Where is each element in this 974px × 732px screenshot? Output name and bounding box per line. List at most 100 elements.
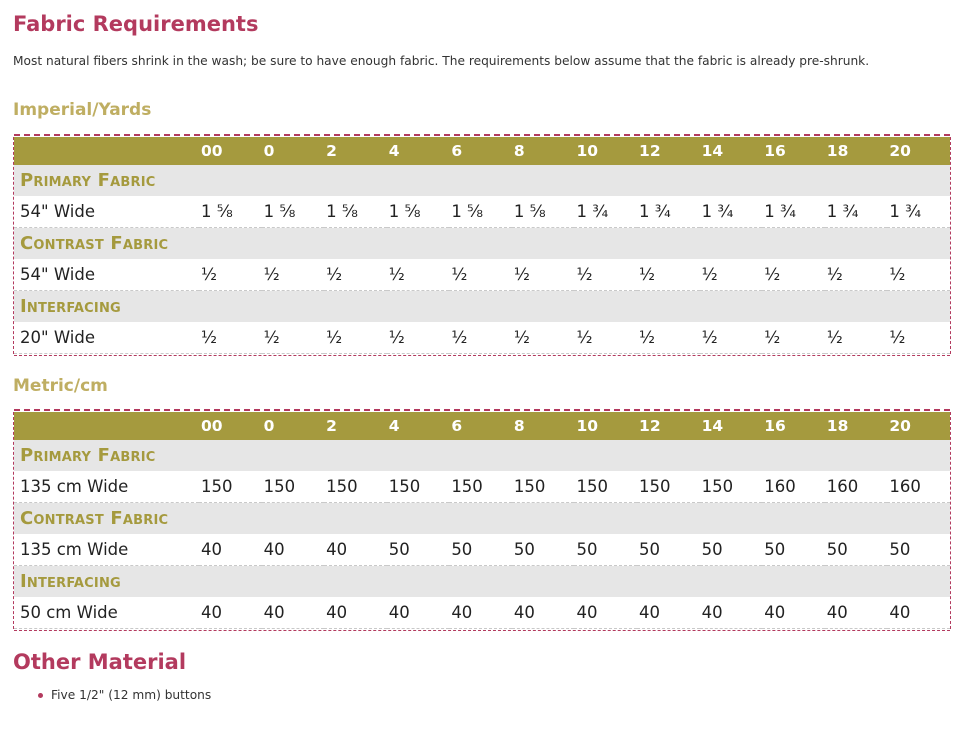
requirement-value: 50 [699,534,763,566]
requirement-value: 1 ⅝ [324,196,387,228]
requirement-value: 1 ⅝ [199,196,262,228]
fabric-width-label: 20" Wide [14,322,199,354]
requirement-value: 150 [637,471,700,503]
material-text: Five 1/2" (12 mm) buttons [51,688,212,702]
requirement-value: ½ [324,259,387,291]
requirement-value: ½ [449,322,512,354]
size-header: 12 [639,142,661,160]
size-header: 4 [388,142,400,160]
requirement-value: 50 [637,534,700,566]
requirement-value: 50 [574,534,638,566]
category-row: Interfacing [14,565,950,597]
requirement-value: 160 [762,471,825,503]
requirement-value: 40 [574,597,638,629]
size-header: 6 [451,142,463,160]
requirement-value: ½ [762,322,825,354]
requirement-value: ½ [637,259,700,291]
requirement-value: 1 ⅝ [511,196,575,228]
requirement-value: ½ [824,322,888,354]
category-row: Interfacing [14,290,950,322]
size-header: 4 [388,417,400,435]
requirement-value: 150 [511,471,575,503]
bullet-icon [38,693,43,698]
requirement-value: 150 [574,471,638,503]
fabric-width-label: 135 cm Wide [14,471,199,503]
requirement-value: 40 [324,597,387,629]
requirement-value: 40 [511,597,575,629]
requirement-value: 150 [449,471,512,503]
requirement-value: ½ [386,322,450,354]
category-row: Contrast Fabric [14,502,950,534]
size-header: 2 [326,142,337,160]
requirement-value: ½ [887,259,950,291]
header-blank-cell [14,412,199,440]
requirement-value: 1 ¾ [574,196,638,228]
requirement-value: 1 ¾ [824,196,888,228]
requirement-value: 1 ⅝ [261,196,325,228]
requirement-value: 40 [762,597,825,629]
category-label: Interfacing [14,565,950,597]
size-header: 20 [889,142,911,160]
value-row: 54" Wide ½ ½ ½ ½ ½ ½ ½ ½ ½ ½ ½ ½ [14,259,950,291]
requirement-value: ½ [261,322,325,354]
requirement-value: 40 [261,597,325,629]
size-header: 0 [263,417,275,435]
imperial-table: 00 0 2 4 6 8 10 12 14 16 18 20 Primary Fabric 54" Wid… [13,134,951,356]
imperial-requirements-table: 00 0 2 4 6 8 10 12 14 16 18 20 Primary Fabric 54" Wid… [14,137,950,354]
requirement-value: 40 [199,534,262,566]
requirement-value: ½ [386,259,450,291]
category-label: Primary Fabric [14,440,950,471]
imperial-title: Imperial/Yards [13,100,152,120]
size-header: 10 [576,142,599,160]
table-bottom-border [14,630,950,631]
requirement-value: 1 ¾ [887,196,950,228]
table-top-border [14,134,950,136]
requirement-value: 150 [199,471,262,503]
requirement-value: 160 [824,471,888,503]
size-header: 8 [513,417,525,435]
category-row: Primary Fabric [14,440,950,471]
fabric-width-label: 50 cm Wide [14,597,199,629]
requirement-value: ½ [199,259,262,291]
metric-requirements-table: 00 0 2 4 6 8 10 12 14 16 18 20 Primary Fabric 135 cm … [14,412,950,629]
fabric-width-label: 54" Wide [14,196,199,228]
value-row: 135 cm Wide 150 150 150 150 150 150 150 150 150 16… [14,471,950,503]
table-top-border [14,409,950,411]
size-header: 12 [639,417,661,435]
table-bottom-border [14,355,950,356]
size-header: 18 [826,142,849,160]
requirement-value: ½ [699,322,763,354]
requirement-value: 40 [386,597,450,629]
category-label: Primary Fabric [14,165,950,196]
category-label: Contrast Fabric [14,227,950,259]
requirement-value: ½ [449,259,512,291]
requirement-value: 1 ¾ [637,196,700,228]
requirement-value: ½ [824,259,888,291]
requirement-value: 50 [449,534,512,566]
requirement-value: ½ [199,322,262,354]
size-header: 16 [764,142,786,160]
size-header: 18 [826,417,849,435]
size-header: 14 [701,417,724,435]
size-header: 20 [889,417,911,435]
requirement-value: 1 ¾ [699,196,763,228]
requirement-value: 150 [699,471,763,503]
requirement-value: ½ [574,259,638,291]
requirement-value: 50 [824,534,888,566]
size-header-row: 00 0 2 4 6 8 10 12 14 16 18 20 [14,412,950,440]
requirement-value: 40 [261,534,325,566]
category-label: Interfacing [14,290,950,322]
requirement-value: ½ [699,259,763,291]
size-header: 0 [263,142,275,160]
intro-text: Most natural fibers shrink in the wash; … [13,54,870,68]
requirement-value: 40 [199,597,262,629]
requirement-value: ½ [324,322,387,354]
requirement-value: 160 [887,471,950,503]
requirement-value: ½ [511,259,575,291]
requirement-value: ½ [637,322,700,354]
requirement-value: 50 [386,534,450,566]
requirement-value: 1 ¾ [762,196,825,228]
category-row: Contrast Fabric [14,227,950,259]
requirement-value: 150 [261,471,325,503]
